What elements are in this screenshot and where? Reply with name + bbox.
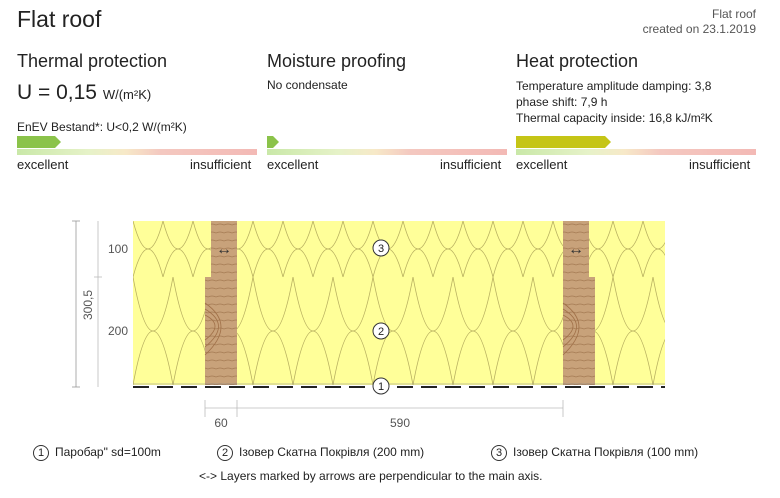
thickness-100: 100 [108,242,128,256]
thermal-scale-bar [17,149,257,155]
construction-type: Flat roof [711,7,756,21]
heat-line-capacity: Thermal capacity inside: 16,8 kJ/m²K [516,111,713,125]
dim-rafter-width: 60 [214,416,228,430]
created-date: created on 23.1.2019 [642,22,756,36]
heat-heading: Heat protection [516,51,639,71]
legend-number-1: 1 [33,445,49,461]
moisture-scale-right: insufficient [440,157,502,172]
thermal-rating-marker [17,135,61,148]
thermal-heading: Thermal protection [17,51,168,71]
thermal-scale-left: excellent [17,157,69,172]
enev-requirement: EnEV Bestand*: U<0,2 W/(m²K) [17,120,187,134]
total-thickness: 300,5 [81,290,95,320]
legend-label-3: Ізовер Скатна Покрівля (100 mm) [513,445,699,460]
heat-scale-left: excellent [516,157,568,172]
callout-2: 2 [378,326,384,338]
perpendicular-arrow-left: ↔ [216,241,232,258]
perpendicular-arrow-right: ↔ [568,241,584,258]
thickness-200: 200 [108,324,128,338]
heat-rating-marker [516,135,611,148]
thermal-scale-right: insufficient [190,157,252,172]
roof-section-drawing: ↔ ↔ 3 2 1 300,5 100 200 60 590 [72,220,665,430]
moisture-scale-bar [267,149,507,155]
u-value: U = 0,15 W/(m²K) [17,81,151,105]
legend-label-1: Паробар" sd=100m [55,445,161,460]
legend-item-2: 2 Ізовер Скатна Покрівля (200 mm) [217,445,424,461]
heat-line-amplitude: Temperature amplitude damping: 3,8 [516,79,712,93]
u-value-number: U = 0,15 [17,81,97,104]
dim-rafter-spacing: 590 [390,416,410,430]
callout-1: 1 [378,381,384,393]
moisture-note: No condensate [267,78,348,92]
legend-number-3: 3 [491,445,507,461]
moisture-rating-marker [267,135,279,148]
heat-scale-bar [516,149,756,155]
legend-label-2: Ізовер Скатна Покрівля (200 mm) [239,445,425,460]
moisture-heading: Moisture proofing [267,51,407,71]
legend-note: <-> Layers marked by arrows are perpendi… [199,469,543,483]
callout-3: 3 [378,243,384,255]
rafter-upper-right [563,221,589,277]
legend-number-2: 2 [217,445,233,461]
legend-item-3: 3 Ізовер Скатна Покрівля (100 mm) [491,445,698,461]
legend-item-1: 1 Паробар" sd=100m [33,445,161,461]
rafter-upper-left [211,221,237,277]
u-value-unit: W/(m²K) [102,87,152,102]
moisture-scale-left: excellent [267,157,319,172]
heat-line-phase: phase shift: 7,9 h [516,95,608,109]
heat-scale-right: insufficient [689,157,751,172]
page-title: Flat roof [17,6,102,32]
